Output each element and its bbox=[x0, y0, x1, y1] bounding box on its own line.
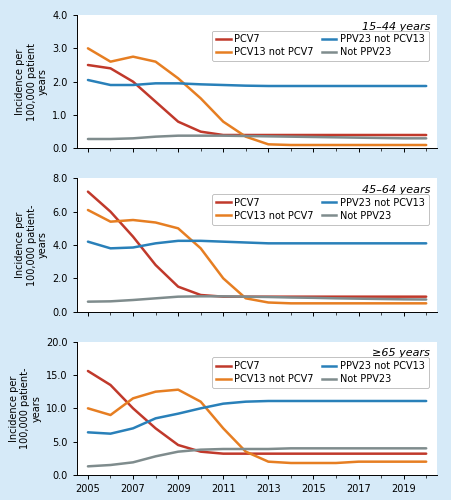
Y-axis label: Incidence per
100,000 patient
years: Incidence per 100,000 patient years bbox=[15, 42, 48, 120]
Text: 15–44 years: 15–44 years bbox=[362, 22, 430, 32]
Y-axis label: Incidence per
100,000 patient-
years: Incidence per 100,000 patient- years bbox=[9, 368, 42, 449]
Legend: PCV7, PCV13 not PCV7, PPV23 not PCV13, Not PPV23: PCV7, PCV13 not PCV7, PPV23 not PCV13, N… bbox=[212, 30, 429, 61]
Text: ≥65 years: ≥65 years bbox=[373, 348, 430, 358]
Y-axis label: Incidence per
100,000 patient-
years: Incidence per 100,000 patient- years bbox=[15, 204, 48, 286]
Legend: PCV7, PCV13 not PCV7, PPV23 not PCV13, Not PPV23: PCV7, PCV13 not PCV7, PPV23 not PCV13, N… bbox=[212, 357, 429, 388]
Legend: PCV7, PCV13 not PCV7, PPV23 not PCV13, Not PPV23: PCV7, PCV13 not PCV7, PPV23 not PCV13, N… bbox=[212, 194, 429, 224]
Text: 45–64 years: 45–64 years bbox=[362, 185, 430, 195]
